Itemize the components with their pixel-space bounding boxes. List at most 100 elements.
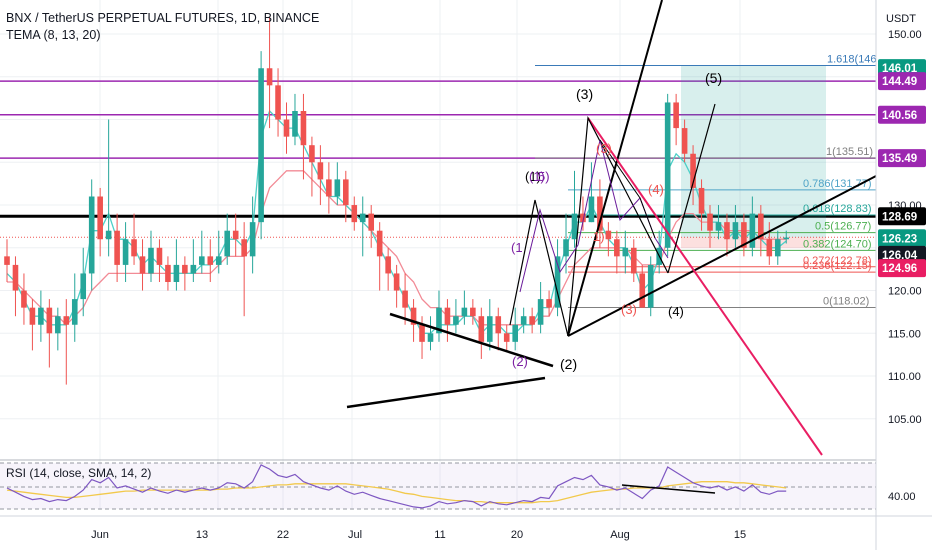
- tema-indicator-label[interactable]: TEMA (8, 13, 20): [6, 28, 101, 42]
- price-label-bg: [878, 149, 926, 168]
- candle-body: [758, 213, 764, 240]
- candle-body: [495, 316, 502, 334]
- candle-body: [300, 111, 307, 146]
- time-axis[interactable]: Jun 13 22 Jul 11 20 Aug 15: [0, 515, 932, 541]
- time-tick: Jun: [91, 529, 109, 541]
- rsi-pane: [0, 459, 876, 510]
- candle-body: [783, 237, 790, 240]
- time-tick: Aug: [610, 529, 630, 541]
- wave-label: (1): [525, 169, 541, 184]
- price-tick: 115.00: [888, 328, 921, 340]
- time-tick: 20: [511, 529, 523, 541]
- price-label-bg: [878, 207, 926, 226]
- wave-label: (2): [512, 354, 528, 369]
- wave-label: (1): [529, 169, 545, 184]
- wave-labels: (1) (2) (3) (4) (5) (1) (2) (3) (4) 1) (1 5) (3): [511, 70, 722, 372]
- candle-body: [12, 264, 19, 291]
- price-axis[interactable]: 150.00145.00140.00135.00130.00125.00120.…: [875, 0, 932, 550]
- wave-5-path: [667, 103, 716, 274]
- candle-body: [173, 264, 180, 282]
- candle-body: [199, 256, 205, 265]
- candle-body: [605, 230, 612, 240]
- fib-label: 0.5(126.77): [815, 221, 871, 233]
- candle-body: [385, 256, 391, 274]
- wave-label: (3): [576, 86, 593, 102]
- candle-body: [571, 213, 578, 240]
- wave-label: (3): [621, 302, 637, 317]
- candle-body: [368, 213, 375, 231]
- wave-label: (5): [705, 70, 722, 86]
- candle-body: [275, 85, 281, 120]
- candle-body: [283, 119, 290, 137]
- time-tick: Jul: [348, 529, 362, 541]
- drawings: [346, 0, 877, 456]
- price-label-bg: [878, 105, 926, 124]
- time-tick: 15: [734, 529, 746, 541]
- price-label: 124.96: [882, 263, 917, 275]
- candle-body: [470, 307, 476, 317]
- candle-body: [580, 213, 586, 223]
- rsi-band: [0, 463, 876, 509]
- symbol-title[interactable]: BNX / TetherUS PERPETUAL FUTURES, 1D, BI…: [6, 11, 320, 25]
- candle-body: [21, 290, 27, 308]
- candle-body: [393, 273, 400, 291]
- candle-body: [351, 205, 358, 223]
- candle-body: [55, 316, 61, 334]
- candle-body: [732, 222, 739, 240]
- projection-line: [587, 117, 823, 456]
- price-label: 126.04: [882, 250, 918, 262]
- candle-body: [402, 290, 408, 308]
- currency-label: USDT: [886, 13, 916, 25]
- candle-body: [88, 196, 95, 274]
- candle-body: [258, 68, 264, 223]
- candle-body: [724, 222, 730, 240]
- candle-body: [715, 222, 722, 231]
- price-tick: 150.00: [888, 29, 922, 41]
- candle-body: [427, 333, 434, 342]
- fib-label: 0.382(124.70): [803, 238, 872, 250]
- candle-body: [122, 239, 129, 265]
- triangle-lower-line: [346, 376, 546, 409]
- candle-body: [554, 256, 561, 308]
- candle-body: [774, 239, 781, 257]
- candle-body: [529, 316, 535, 325]
- rsi-label[interactable]: RSI (14, close, SMA, 14, 2): [6, 466, 151, 480]
- candle-body: [453, 316, 459, 325]
- candle-body: [71, 299, 78, 325]
- candle-body: [182, 264, 188, 274]
- grid: [0, 0, 876, 510]
- price-tick: 105.00: [888, 414, 922, 426]
- candle-body: [131, 239, 137, 257]
- price-label-bg: [878, 259, 926, 278]
- price-label: 128.69: [882, 211, 917, 223]
- candle-body: [749, 213, 756, 248]
- fib-label: 0.272(122.78): [803, 255, 872, 267]
- candle-body: [114, 230, 120, 265]
- candle-body: [376, 230, 383, 257]
- candle-body: [63, 316, 70, 325]
- candle-body: [215, 256, 222, 265]
- candle-body: [266, 68, 273, 86]
- price-label: 126.23: [882, 233, 917, 245]
- subwave-black: [599, 139, 656, 239]
- channel-support-line: [567, 175, 877, 337]
- candle-body: [105, 230, 112, 240]
- price-label: 144.49: [882, 76, 917, 88]
- candle-body: [766, 239, 773, 257]
- triangle-upper-line: [389, 312, 554, 368]
- wave-label: (4): [648, 182, 664, 197]
- wave-label: (4): [668, 304, 684, 319]
- rsi-divergence-line: [621, 484, 716, 494]
- chart-header: BNX / TetherUS PERPETUAL FUTURES, 1D, BI…: [6, 10, 319, 44]
- candle-body: [486, 316, 493, 342]
- candle-body: [38, 307, 44, 325]
- candle-body: [80, 273, 87, 300]
- candle-body: [4, 256, 10, 265]
- candle-body: [461, 307, 468, 317]
- candle-body: [419, 324, 425, 342]
- candle-body: [546, 299, 552, 308]
- candle-body: [588, 196, 595, 223]
- candle-body: [622, 247, 629, 257]
- candle-body: [707, 213, 713, 231]
